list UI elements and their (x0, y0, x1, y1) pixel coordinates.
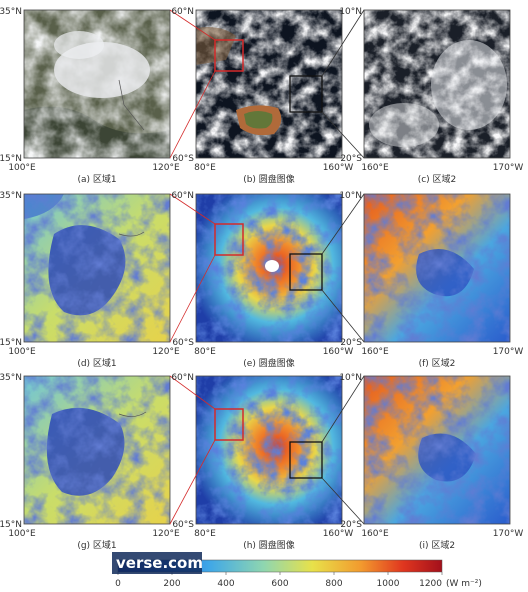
lat-label: 35°N (0, 7, 22, 17)
panel-caption: (a) 区域1 (77, 173, 116, 185)
lat-label: 60°N (171, 7, 194, 17)
zoom-line (321, 111, 365, 159)
panel-caption: (f) 区域2 (419, 357, 456, 369)
panel-caption: (d) 区域1 (77, 357, 116, 369)
panel-f-region2-flux (363, 193, 511, 343)
row1 (23, 9, 511, 159)
lon-label: 80°E (194, 529, 216, 539)
panel-caption: (i) 区域2 (419, 539, 455, 551)
lat-label: 10°N (339, 7, 362, 17)
lon-label: 160°E (361, 163, 389, 173)
row2 (23, 193, 511, 343)
watermark-text: verse.com (116, 554, 203, 572)
lat-label: 20°S (340, 338, 362, 348)
lon-label: 80°E (194, 163, 216, 173)
lon-label: 160°W (323, 529, 354, 539)
lon-label: 170°W (493, 529, 524, 539)
zoom-line (169, 375, 216, 410)
lon-label: 100°E (8, 163, 36, 173)
lat-label: 15°N (0, 338, 22, 348)
region2-black-box (289, 441, 323, 479)
panel-caption: (c) 区域2 (418, 173, 457, 185)
zoom-line (321, 375, 365, 443)
lon-label: 120°E (152, 529, 180, 539)
lat-label: 60°N (171, 373, 194, 383)
panel-caption: (h) 圆盘图像 (243, 539, 295, 551)
zoom-line (321, 9, 365, 77)
lat-label: 60°S (172, 154, 194, 164)
region1-red-box (214, 408, 244, 441)
colorbar-tick-label: 400 (217, 579, 234, 589)
lat-label: 10°N (339, 373, 362, 383)
axis-labels: 35°N 15°N 100°E 120°E 60°N 60°S 80°E 160… (0, 7, 523, 551)
panel-h-disk-flux (195, 375, 343, 525)
lat-label: 35°N (0, 191, 22, 201)
panel-i-region2-flux (363, 375, 511, 525)
lon-label: 120°E (152, 163, 180, 173)
colorbar-tick-label: 1200 (419, 579, 442, 589)
lon-label: 170°W (493, 347, 524, 357)
lon-label: 160°E (361, 529, 389, 539)
colorbar-tick-label: 200 (163, 579, 180, 589)
row3 (23, 375, 511, 525)
panel-a-region1-satellite (23, 9, 171, 159)
lat-label: 10°N (339, 191, 362, 201)
lat-label: 35°N (0, 373, 22, 383)
colorbar-tick-label: 800 (325, 579, 342, 589)
zoom-line (169, 254, 216, 343)
lat-label: 15°N (0, 520, 22, 530)
panel-d-region1-flux (23, 193, 171, 343)
zoom-line (169, 193, 216, 225)
lat-label: 60°S (172, 520, 194, 530)
lon-label: 160°W (323, 347, 354, 357)
lon-label: 80°E (194, 347, 216, 357)
lon-label: 100°E (8, 347, 36, 357)
panel-caption: (b) 圆盘图像 (243, 173, 295, 185)
panel-g-region1-flux (23, 375, 171, 525)
panel-caption: (g) 区域1 (77, 539, 116, 551)
zoom-line (169, 439, 216, 525)
region2-black-box (289, 75, 323, 113)
panel-b-disk-satellite (195, 9, 343, 159)
watermark: verse.com (112, 552, 203, 574)
zoom-line (321, 193, 365, 255)
panel-e-disk-flux (195, 193, 343, 343)
lat-label: 15°N (0, 154, 22, 164)
zoom-line (321, 289, 365, 343)
zoom-line (321, 477, 365, 525)
colorbar-tick-label: 600 (271, 579, 288, 589)
lon-label: 170°W (493, 163, 524, 173)
lon-label: 160°W (323, 163, 354, 173)
panel-c-region2-satellite (363, 9, 511, 159)
panel-caption: (e) 圆盘图像 (243, 357, 294, 369)
lat-label: 20°S (340, 154, 362, 164)
lat-label: 60°N (171, 191, 194, 201)
lat-label: 20°S (340, 520, 362, 530)
region1-red-box (214, 223, 244, 256)
colorbar-tick-label: 0 (115, 579, 121, 589)
colorbar-tick-label: 1000 (377, 579, 400, 589)
zoom-line (169, 9, 216, 41)
lon-label: 120°E (152, 347, 180, 357)
lon-label: 160°E (361, 347, 389, 357)
zoom-line (169, 70, 216, 159)
lat-label: 60°S (172, 338, 194, 348)
region1-red-box (214, 39, 244, 72)
lon-label: 100°E (8, 529, 36, 539)
region2-black-box (289, 253, 323, 291)
colorbar-unit: (W m⁻²) (446, 579, 482, 589)
